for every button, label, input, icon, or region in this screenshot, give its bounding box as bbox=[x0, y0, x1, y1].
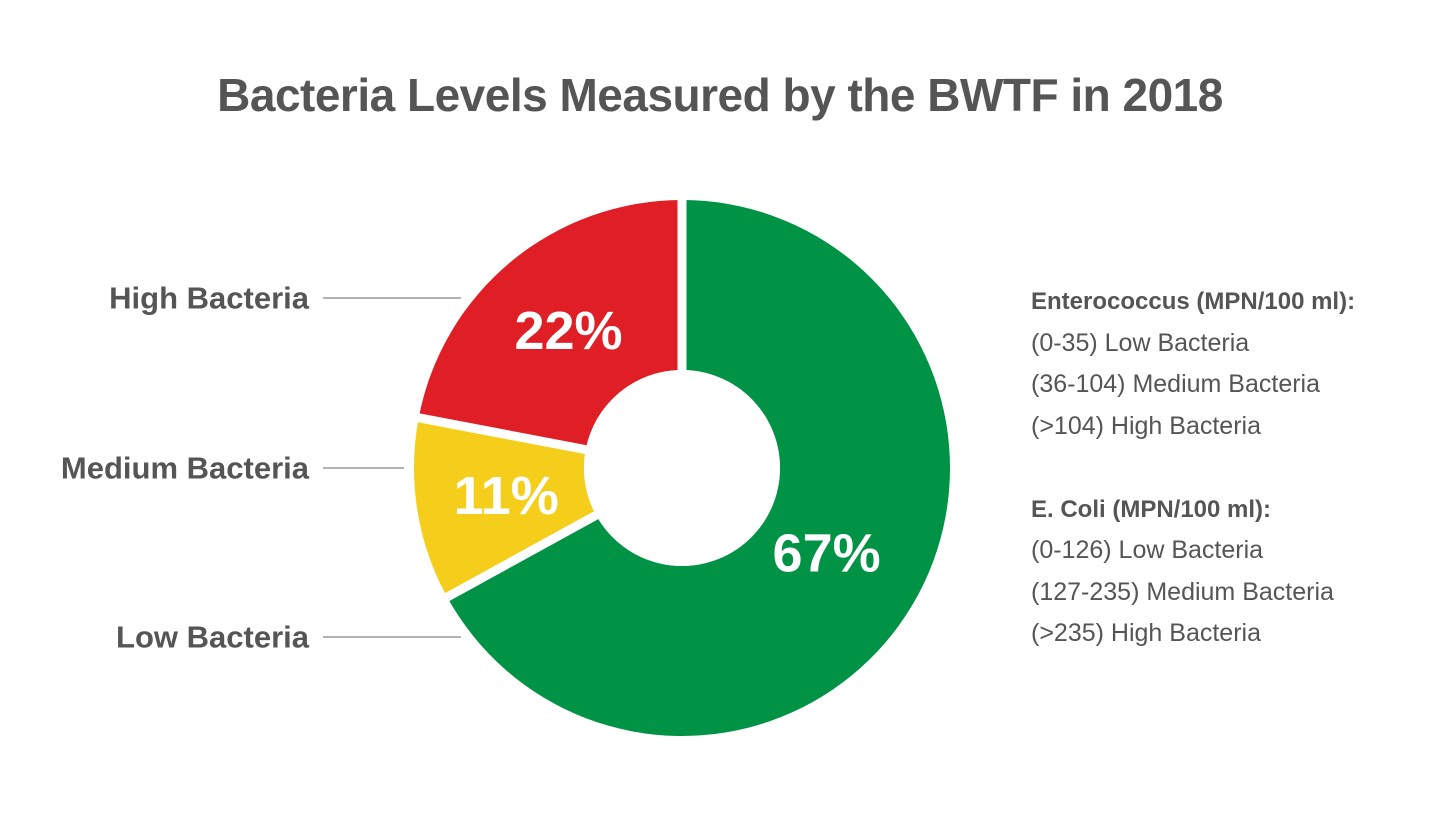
enterococcus-heading: Enterococcus (MPN/100 ml): bbox=[1031, 288, 1356, 315]
threshold-notes: Enterococcus (MPN/100 ml): (0-35) Low Ba… bbox=[1031, 281, 1431, 696]
donut-slices bbox=[413, 196, 950, 736]
value-label-low-bacteria: 67% bbox=[773, 524, 881, 584]
value-label-medium-bacteria: 11% bbox=[454, 466, 559, 526]
ecoli-notes: E. Coli (MPN/100 ml): (0-126) Low Bacter… bbox=[1031, 489, 1431, 655]
value-label-high-bacteria: 22% bbox=[514, 301, 622, 361]
chart-title: Bacteria Levels Measured by the BWTF in … bbox=[217, 69, 1223, 121]
category-label-medium-bacteria: Medium Bacteria bbox=[61, 451, 310, 486]
enterococcus-high: (>104) High Bacteria bbox=[1031, 411, 1261, 440]
donut-hole bbox=[584, 370, 780, 566]
slice-medium-bacteria bbox=[414, 417, 597, 598]
ecoli-heading: E. Coli (MPN/100 ml): bbox=[1031, 495, 1272, 523]
ecoli-high: (>235) High Bacteria bbox=[1031, 619, 1261, 647]
slice-low-bacteria bbox=[447, 200, 950, 736]
category-label-high-bacteria: High Bacteria bbox=[109, 281, 310, 316]
category-labels: High Bacteria Medium Bacteria Low Bacteria bbox=[61, 281, 461, 655]
enterococcus-medium: (36-104) Medium Bacteria bbox=[1031, 370, 1321, 398]
donut-value-labels: 67% 11% 22% bbox=[454, 301, 881, 584]
enterococcus-low: (0-35) Low Bacteria bbox=[1031, 328, 1250, 357]
slice-high-bacteria bbox=[418, 199, 682, 450]
enterococcus-notes: Enterococcus (MPN/100 ml): (0-35) Low Ba… bbox=[1031, 281, 1431, 447]
ecoli-medium: (127-235) Medium Bacteria bbox=[1031, 577, 1334, 606]
ecoli-low: (0-126) Low Bacteria bbox=[1031, 536, 1264, 564]
category-label-low-bacteria: Low Bacteria bbox=[116, 620, 310, 655]
